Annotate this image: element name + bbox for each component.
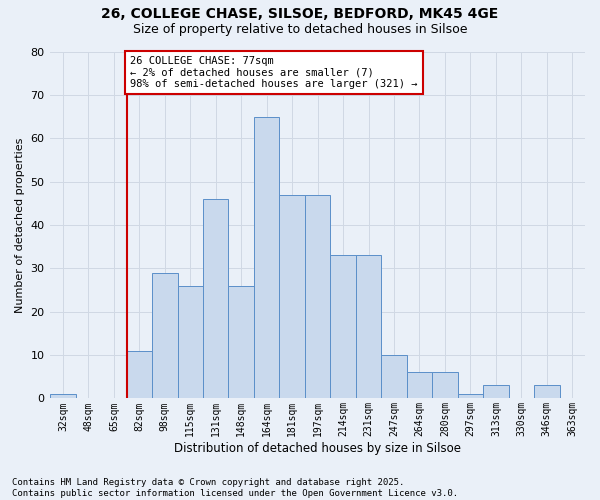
Bar [483,386,509,398]
Bar [331,256,356,398]
Text: 26, COLLEGE CHASE, SILSOE, BEDFORD, MK45 4GE: 26, COLLEGE CHASE, SILSOE, BEDFORD, MK45… [101,8,499,22]
Bar [305,194,331,398]
Bar [407,372,432,398]
X-axis label: Distribution of detached houses by size in Silsoe: Distribution of detached houses by size … [174,442,461,455]
Bar [178,286,203,399]
Y-axis label: Number of detached properties: Number of detached properties [15,138,25,312]
Bar [254,116,280,398]
Bar [152,272,178,398]
Bar [50,394,76,398]
Bar [203,199,229,398]
Bar [127,350,152,399]
Text: 26 COLLEGE CHASE: 77sqm
← 2% of detached houses are smaller (7)
98% of semi-deta: 26 COLLEGE CHASE: 77sqm ← 2% of detached… [130,56,418,89]
Bar [280,194,305,398]
Bar [458,394,483,398]
Bar [229,286,254,399]
Bar [432,372,458,398]
Bar [534,386,560,398]
Bar [381,355,407,399]
Bar [356,256,381,398]
Text: Contains HM Land Registry data © Crown copyright and database right 2025.
Contai: Contains HM Land Registry data © Crown c… [12,478,458,498]
Text: Size of property relative to detached houses in Silsoe: Size of property relative to detached ho… [133,22,467,36]
